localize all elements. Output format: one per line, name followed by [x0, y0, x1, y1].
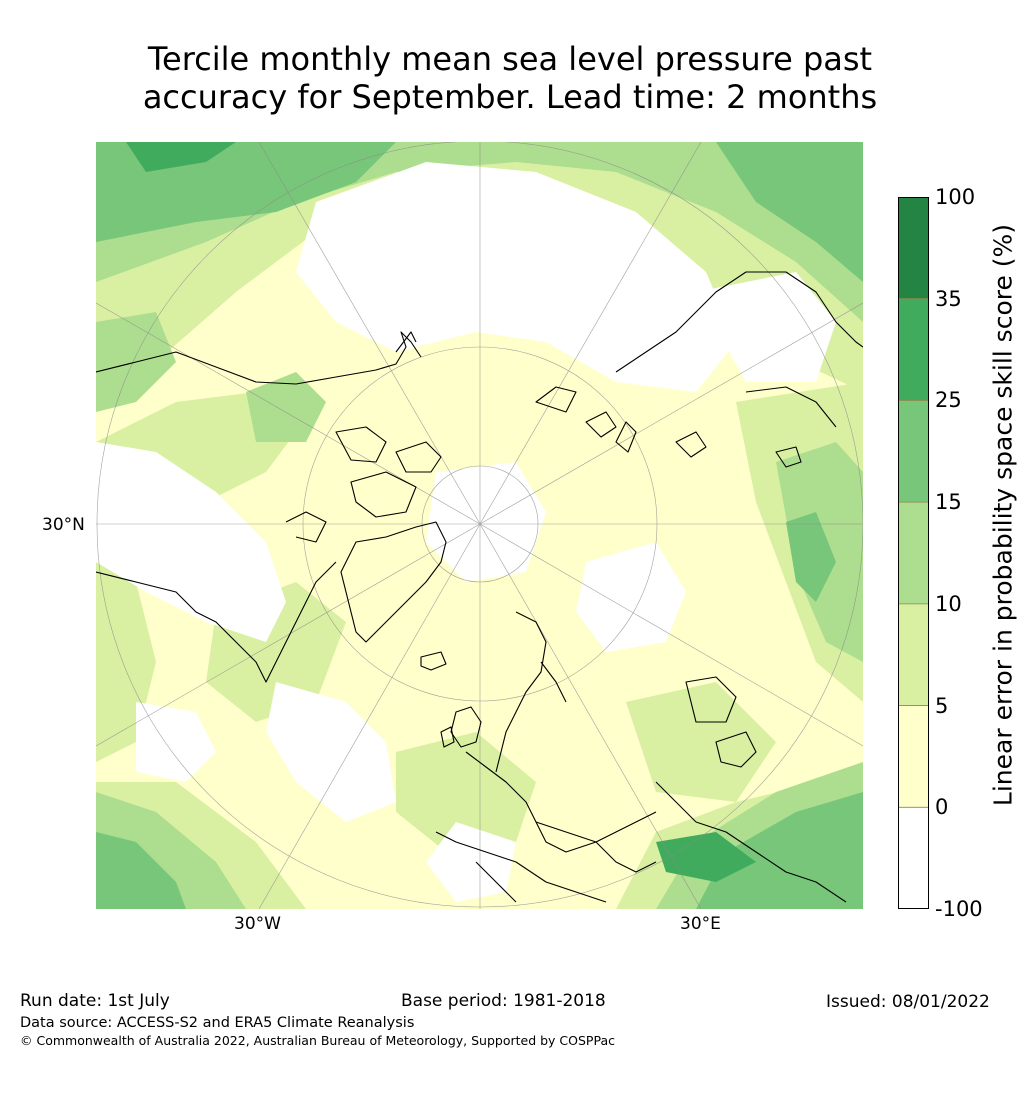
colorbar	[898, 197, 929, 910]
colorbar-bin	[898, 502, 929, 605]
skill-region-25-35	[126, 142, 756, 882]
base-period: Base period: 1981-2018	[401, 991, 606, 1011]
colorbar-bin	[898, 197, 929, 300]
chart-title-line-1: Tercile monthly mean sea level pressure …	[147, 40, 873, 78]
colorbar-tick-label: 15	[935, 490, 962, 515]
graticule	[96, 142, 863, 909]
chart-title: Tercile monthly mean sea level pressure …	[0, 40, 1020, 116]
latitude-label-30n: 30°N	[42, 515, 85, 535]
skill-region-negative	[96, 162, 836, 902]
data-source: Data source: ACCESS-S2 and ERA5 Climate …	[20, 1015, 415, 1031]
run-date: Run date: 1st July	[20, 991, 170, 1011]
chart-title-line-2: accuracy for September. Lead time: 2 mon…	[142, 78, 878, 116]
colorbar-tick-label: 35	[935, 286, 962, 311]
colorbar-bin	[898, 400, 929, 503]
colorbar-tick-label: 25	[935, 388, 962, 413]
longitude-label-30w: 30°W	[234, 914, 281, 934]
colorbar-bin	[898, 807, 929, 910]
coastlines	[96, 271, 863, 903]
colorbar-tick-label: 10	[935, 591, 962, 616]
colorbar-bin	[898, 705, 929, 808]
copyright: © Commonwealth of Australia 2022, Austra…	[20, 1033, 615, 1048]
longitude-label-30e: 30°E	[680, 914, 721, 934]
colorbar-bin	[898, 603, 929, 707]
colorbar-label: Linear error in probability space skill …	[988, 223, 1018, 807]
issued-date: Issued: 08/01/2022	[826, 992, 990, 1012]
colorbar-tick-label: 100	[935, 185, 976, 209]
colorbar-bin	[898, 298, 929, 401]
colorbar-tick-label: 5	[935, 693, 949, 718]
polar-stereographic-map	[96, 142, 863, 909]
colorbar-tick-label: 0	[935, 795, 949, 820]
colorbar-tick-label: -100	[935, 897, 983, 921]
